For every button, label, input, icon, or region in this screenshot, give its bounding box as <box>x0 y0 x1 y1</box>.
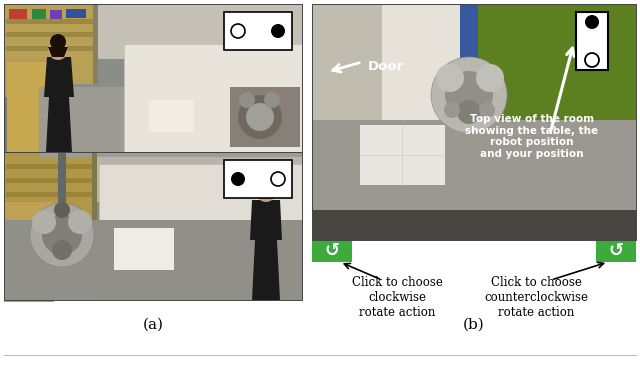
Text: Top view of the room
showing the table, the
robot position
and your position: Top view of the room showing the table, … <box>465 114 598 159</box>
Polygon shape <box>4 152 94 242</box>
Polygon shape <box>99 164 302 300</box>
Circle shape <box>476 64 504 92</box>
Polygon shape <box>4 4 96 84</box>
Polygon shape <box>250 200 282 240</box>
Circle shape <box>30 203 94 267</box>
Polygon shape <box>6 19 94 24</box>
Polygon shape <box>7 62 55 152</box>
Polygon shape <box>224 160 292 198</box>
Polygon shape <box>4 59 59 154</box>
Polygon shape <box>596 240 636 262</box>
Text: (b): (b) <box>463 318 485 332</box>
Polygon shape <box>312 4 636 140</box>
Circle shape <box>256 182 276 202</box>
Polygon shape <box>6 32 94 37</box>
Polygon shape <box>32 9 46 19</box>
Polygon shape <box>4 235 302 300</box>
Polygon shape <box>44 57 74 97</box>
Polygon shape <box>576 12 608 70</box>
Circle shape <box>32 210 56 234</box>
Text: Click to choose
clockwise
rotate action: Click to choose clockwise rotate action <box>351 276 442 319</box>
Polygon shape <box>360 125 445 185</box>
Text: Door: Door <box>368 60 404 72</box>
Polygon shape <box>50 10 62 19</box>
Circle shape <box>585 15 599 29</box>
Polygon shape <box>4 97 302 152</box>
Polygon shape <box>312 240 352 262</box>
Polygon shape <box>48 47 68 57</box>
Polygon shape <box>460 4 478 120</box>
Text: (a): (a) <box>143 318 163 332</box>
Circle shape <box>444 102 460 118</box>
Circle shape <box>48 40 68 60</box>
Circle shape <box>246 103 274 131</box>
Circle shape <box>258 175 274 191</box>
Polygon shape <box>6 192 92 197</box>
Text: ↺: ↺ <box>324 242 340 260</box>
Polygon shape <box>149 100 194 132</box>
Polygon shape <box>4 4 302 152</box>
Polygon shape <box>9 9 27 19</box>
Polygon shape <box>4 152 302 300</box>
Polygon shape <box>252 240 280 300</box>
Polygon shape <box>4 202 54 302</box>
Polygon shape <box>4 220 302 300</box>
Circle shape <box>42 215 82 255</box>
Polygon shape <box>6 164 92 169</box>
Circle shape <box>436 64 464 92</box>
Circle shape <box>479 102 495 118</box>
Text: Click to choose
counterclockwise
rotate action: Click to choose counterclockwise rotate … <box>484 276 588 319</box>
Circle shape <box>50 34 66 50</box>
Circle shape <box>68 210 92 234</box>
Polygon shape <box>4 152 302 202</box>
Circle shape <box>271 24 285 38</box>
Polygon shape <box>58 152 66 230</box>
Circle shape <box>231 172 245 186</box>
Circle shape <box>231 24 245 38</box>
Polygon shape <box>6 178 92 183</box>
Polygon shape <box>224 12 292 50</box>
Polygon shape <box>66 9 86 18</box>
Circle shape <box>431 57 507 133</box>
Circle shape <box>52 240 72 260</box>
Polygon shape <box>39 87 302 157</box>
Polygon shape <box>93 4 98 84</box>
Circle shape <box>445 71 493 119</box>
Circle shape <box>457 100 481 124</box>
Circle shape <box>585 53 599 67</box>
Circle shape <box>238 95 282 139</box>
Polygon shape <box>4 4 302 59</box>
Polygon shape <box>114 228 174 270</box>
Polygon shape <box>312 170 636 240</box>
Polygon shape <box>460 4 636 120</box>
Polygon shape <box>92 152 97 242</box>
Text: ↺: ↺ <box>609 242 623 260</box>
Polygon shape <box>6 46 94 51</box>
Polygon shape <box>230 87 300 147</box>
Polygon shape <box>124 44 302 152</box>
Polygon shape <box>382 4 477 180</box>
Circle shape <box>264 92 280 108</box>
Polygon shape <box>46 97 72 152</box>
Circle shape <box>271 172 285 186</box>
Polygon shape <box>312 262 636 300</box>
Polygon shape <box>312 120 636 210</box>
Polygon shape <box>312 4 636 240</box>
Circle shape <box>54 202 70 218</box>
Circle shape <box>239 92 255 108</box>
